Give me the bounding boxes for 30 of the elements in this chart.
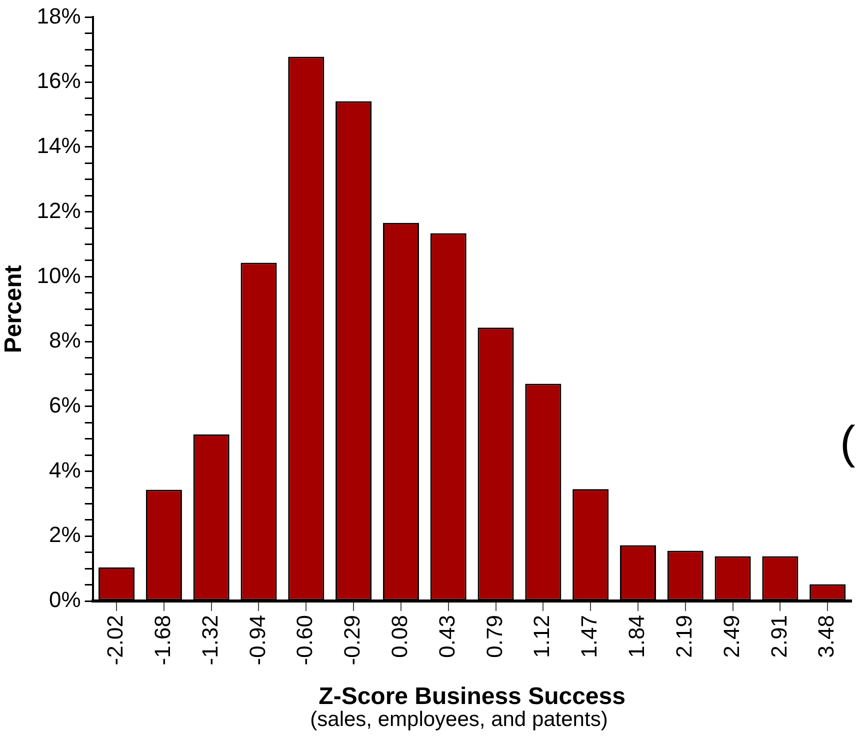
x-tick-label: -1.68 bbox=[150, 615, 175, 666]
x-tick-label: -0.94 bbox=[244, 615, 270, 666]
y-tick-label: 0% bbox=[49, 587, 81, 612]
y-tick-label: 16% bbox=[36, 68, 81, 94]
annotation: ( bbox=[840, 415, 856, 469]
x-tick-label: 2.49 bbox=[718, 615, 744, 658]
x-tick-label: -2.02 bbox=[102, 615, 128, 666]
y-tick-label: 12% bbox=[36, 198, 81, 223]
x-tick-label: 3.48 bbox=[814, 615, 839, 658]
y-tick-label: 4% bbox=[49, 457, 81, 482]
y-tick-label: 18% bbox=[36, 3, 81, 28]
x-tick-label: 0.79 bbox=[482, 615, 507, 658]
x-tick-label: 1.12 bbox=[529, 615, 554, 658]
x-axis-title: Z-Score Business Success bbox=[318, 683, 626, 710]
x-tick-label: 2.19 bbox=[671, 615, 696, 658]
x-tick-label: -0.29 bbox=[340, 615, 365, 666]
y-axis-title: Percent bbox=[0, 265, 28, 354]
x-tick-label: -0.60 bbox=[292, 615, 318, 666]
text: (sales, employees, and patents) bbox=[309, 708, 609, 732]
y-tick-label: 8% bbox=[49, 328, 81, 353]
y-tick-label: 2% bbox=[49, 522, 81, 548]
x-tick-label: 1.84 bbox=[624, 615, 650, 658]
y-tick-label: 14% bbox=[36, 133, 81, 158]
x-tick-label: -1.32 bbox=[197, 615, 222, 666]
x-tick-label: 0.43 bbox=[434, 615, 460, 658]
y-tick-label: 6% bbox=[49, 392, 81, 418]
x-tick-label: 1.47 bbox=[576, 615, 602, 658]
x-tick-label: 2.91 bbox=[766, 615, 792, 658]
x-tick-label: 0.08 bbox=[387, 615, 412, 658]
y-tick-label: 10% bbox=[36, 262, 81, 288]
